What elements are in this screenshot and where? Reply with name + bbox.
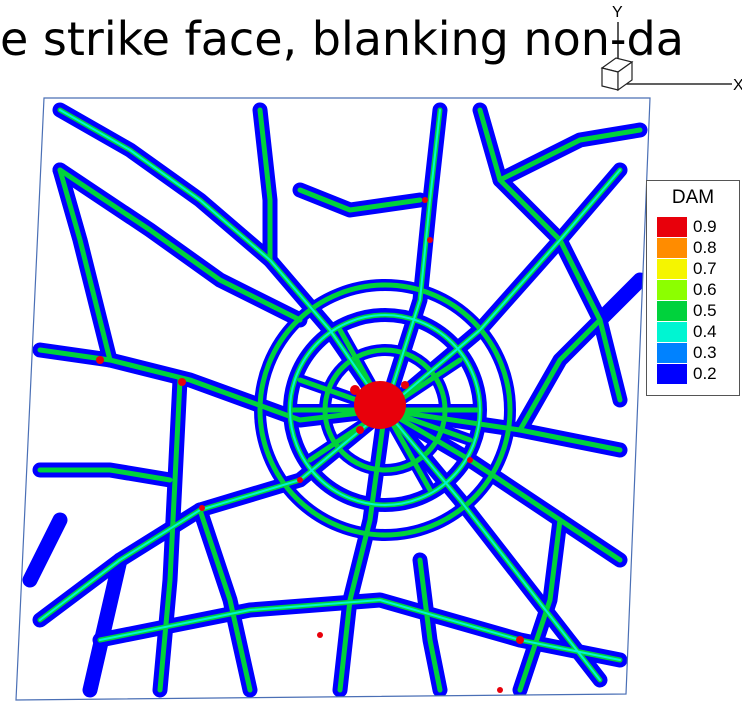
legend-swatch [657,217,687,237]
damage-hotspots [96,197,524,693]
x-axis-label: X [733,77,742,94]
legend-swatch [657,364,687,384]
legend-swatch [657,322,687,342]
legend-title: DAM [671,187,715,208]
legend-swatch [657,343,687,363]
legend-entry: 0.4 [657,322,737,342]
legend-swatch [657,238,687,258]
orientation-cube-icon [600,57,634,92]
legend-entry: 0.5 [657,301,737,321]
damage-legend: DAM 0.9 0.8 0.7 0.6 0.5 0.4 0.3 0.2 [646,180,740,396]
legend-entry: 0.9 [657,217,737,237]
legend-label: 0.5 [693,301,717,320]
legend-label: 0.9 [693,217,717,236]
crack-network [22,102,648,698]
y-axis-label: Y [612,4,623,21]
legend-entry: 0.3 [657,343,737,363]
legend-swatch [657,280,687,300]
legend-label: 0.4 [693,322,717,341]
legend-swatch [657,259,687,279]
legend-label: 0.2 [693,364,717,383]
legend-entry: 0.7 [657,259,737,279]
plot-title: e strike face, blanking non-da [0,12,684,66]
legend-label: 0.8 [693,238,717,257]
legend-entry: 0.8 [657,238,737,258]
axis-triad: Y X [600,4,742,94]
legend-swatch [657,301,687,321]
legend-label: 0.3 [693,343,717,362]
plot-frame [15,97,651,701]
legend-entry: 0.2 [657,364,737,384]
legend-label: 0.6 [693,280,717,299]
legend-entry: 0.6 [657,280,737,300]
legend-label: 0.7 [693,259,717,278]
